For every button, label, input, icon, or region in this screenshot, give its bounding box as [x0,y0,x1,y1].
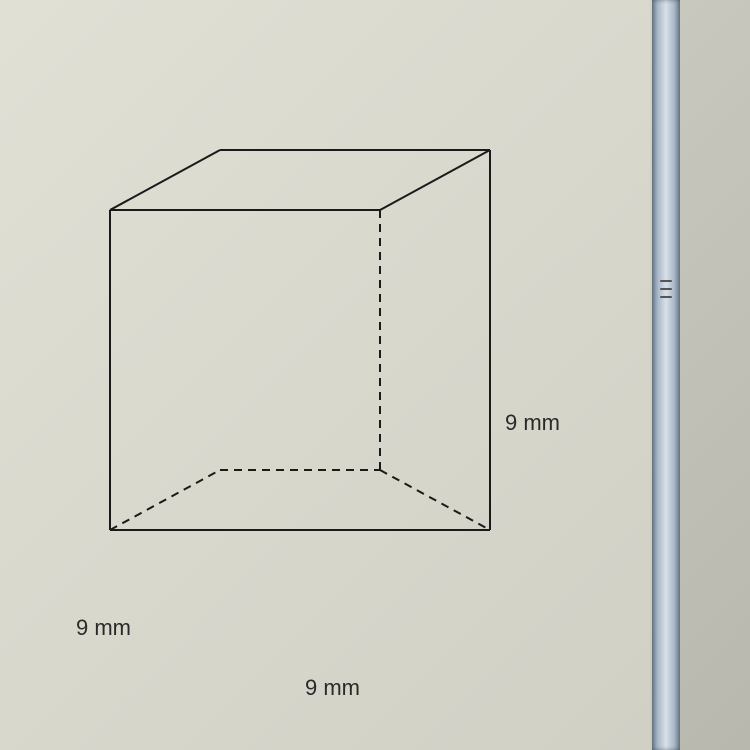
edge-hidden-bottom-left [110,470,220,530]
edge-top-right-depth [380,150,490,210]
cube-diagram: 9 mm 9 mm 9 mm [50,130,600,680]
edge-top-left-depth [110,150,220,210]
right-margin [680,0,750,750]
vertical-scrollbar[interactable] [652,0,680,750]
cube-svg [50,130,600,680]
content-area: 9 mm 9 mm 9 mm [0,0,650,750]
label-width: 9 mm [305,675,360,701]
label-height: 9 mm [505,410,560,436]
label-depth: 9 mm [76,615,131,641]
scrollbar-grip-icon [660,280,672,298]
edge-hidden-bottom-right [380,470,490,530]
